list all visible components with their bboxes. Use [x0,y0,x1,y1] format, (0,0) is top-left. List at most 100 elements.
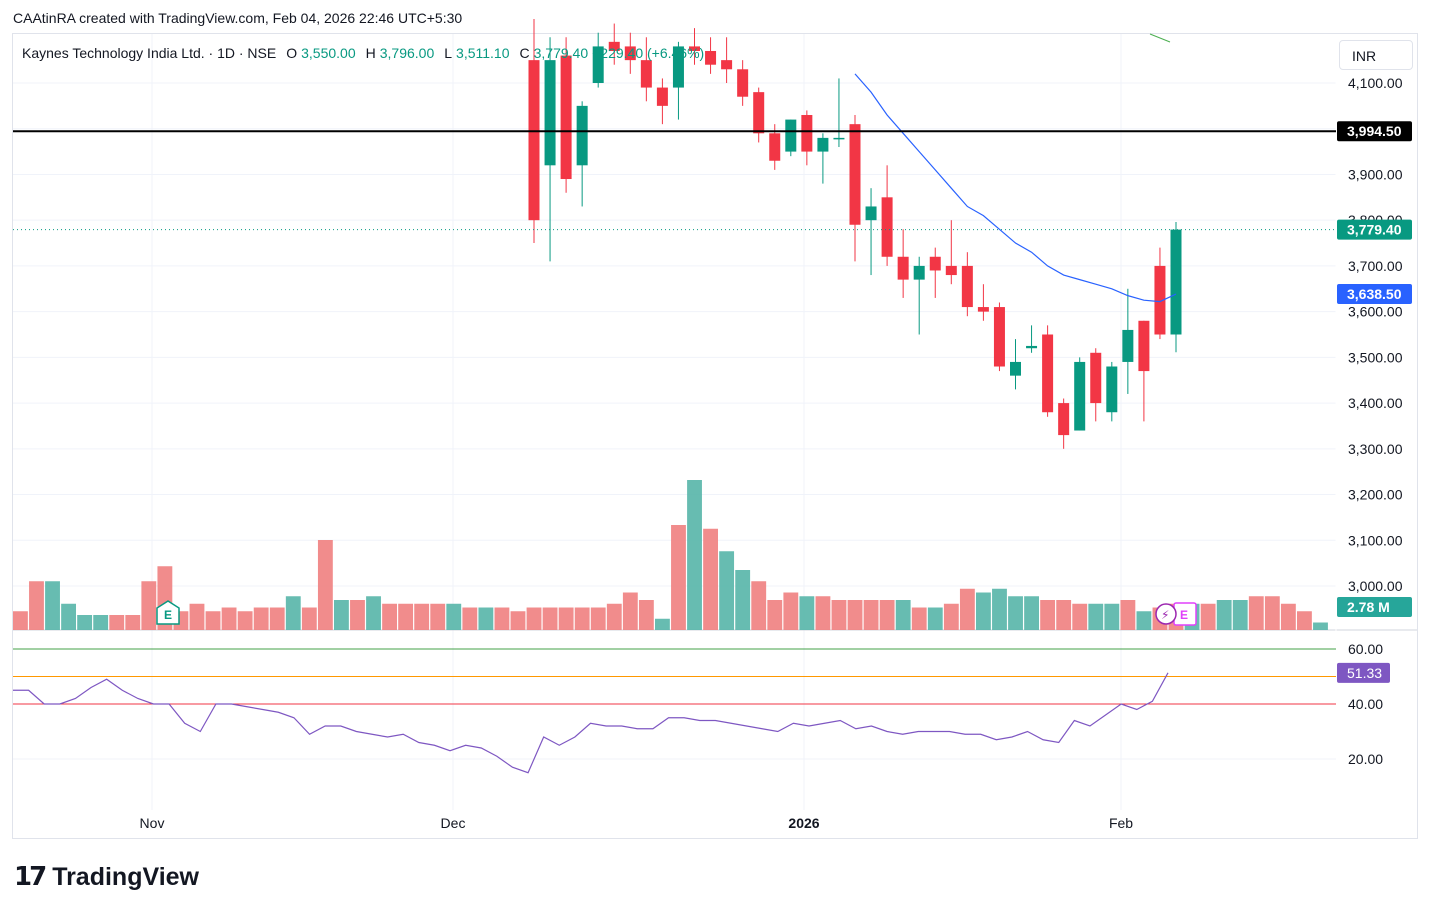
moving-average-price-label: 3,638.50 [1347,286,1402,302]
volume-bar [638,600,654,630]
volume-bar [1008,596,1023,630]
volume-bar [655,618,670,630]
candle-body[interactable] [705,50,717,65]
currency-button[interactable]: INR [1339,40,1413,70]
volume-bar [895,600,911,630]
price-axis-tick-label: 3,200.00 [1348,487,1403,503]
price-axis-tick-label: 3,600.00 [1348,304,1403,320]
candle-body[interactable] [1010,361,1021,376]
candle-body[interactable] [1090,352,1102,404]
volume-bar [959,588,975,630]
candle-body[interactable] [1122,329,1134,362]
volume-bar [1313,622,1328,630]
volume-bar [77,615,93,630]
volume-bar [1104,603,1120,630]
candle-body[interactable] [624,46,636,61]
candle-body[interactable] [737,69,749,97]
candle-body[interactable] [640,60,652,88]
volume-bar [976,592,991,630]
candle-body[interactable] [769,133,781,161]
candle-body[interactable] [881,197,893,257]
candle-body[interactable] [801,115,813,152]
candle-body[interactable] [1138,320,1150,372]
volume-bar [992,588,1007,630]
candle-body[interactable] [753,92,765,134]
volume-bar [799,596,815,630]
candle-body[interactable] [544,60,556,166]
tradingview-logo[interactable]: 17 TradingView [14,862,199,892]
volume-bar [366,596,381,630]
candle-body[interactable] [961,265,973,308]
volume-bar [542,607,558,630]
candle-body[interactable] [849,124,861,225]
volume-bar [13,611,28,630]
volume-bar [703,528,718,630]
candle-body[interactable] [865,206,877,221]
open-label: O [286,45,298,61]
volume-bar [943,603,959,630]
candle-body[interactable] [945,265,957,276]
candle-body[interactable] [656,87,668,106]
candle-body[interactable] [592,46,604,83]
volume-bar [1280,603,1296,630]
volume-bar [1088,603,1104,630]
volume-bar [1232,600,1248,630]
candle-body[interactable] [1058,403,1070,436]
price-legend: Kaynes Technology India Ltd. · 1D · NSE … [22,45,704,61]
volume-bar [1120,600,1136,630]
volume-bar [1264,596,1280,630]
volume-bar [29,581,44,630]
volume-bar [221,607,237,630]
volume-bar [1072,603,1088,630]
symbol-name[interactable]: Kaynes Technology India Ltd. · 1D · NSE [22,45,277,61]
volume-bar [574,607,590,630]
earnings-marker[interactable] [156,600,180,625]
volume-bar [237,611,253,630]
candle-body[interactable] [897,256,909,280]
volume-bar [1200,603,1216,630]
price-axis-tick-label: 3,900.00 [1348,166,1403,182]
candle-body[interactable] [672,46,684,88]
volume-bar [767,600,783,630]
volume-bar [927,607,943,630]
candle-body[interactable] [608,41,620,51]
candle-body[interactable] [1106,366,1118,413]
candle-body[interactable] [1042,334,1054,413]
rsi-axis-tick-label: 20.00 [1348,751,1383,767]
candle-body[interactable] [1026,345,1038,349]
volume-bar [61,603,76,630]
candle-body[interactable] [913,265,925,280]
candle-body[interactable] [576,105,588,166]
price-axis-tick-label: 3,300.00 [1348,441,1403,457]
candle-body[interactable] [993,307,1005,367]
candle-body[interactable] [785,119,797,152]
rsi-value-label-bg [1337,662,1390,683]
candle-body[interactable] [817,137,829,152]
candle-body[interactable] [721,60,733,70]
time-axis-tick-label: 2026 [788,815,819,831]
candle-body[interactable] [833,137,845,140]
price-axis-tick-label: 3,500.00 [1348,349,1403,365]
volume-bar [109,615,125,630]
volume-bar [317,540,333,630]
candle-body[interactable] [977,307,989,312]
chart-frame[interactable] [12,33,1418,839]
volume-bar [350,600,365,630]
volume-bar [831,600,847,630]
candle-body[interactable] [1170,229,1182,335]
volume-bar [189,603,205,630]
moving-average-line [854,73,1177,303]
candle-body[interactable] [560,55,572,180]
high-label: H [365,45,376,61]
candle-body[interactable] [528,60,540,221]
candle-body[interactable] [689,46,700,51]
change-value: +229.40 (+6.46%) [592,45,705,61]
high-value: 3,796.00 [379,45,435,61]
candle-body[interactable] [929,256,941,271]
candle-body[interactable] [1074,361,1086,431]
volume-bar [1136,611,1152,630]
dividend-marker-icon[interactable] [1155,603,1177,625]
candle-body[interactable] [1154,265,1166,335]
volume-bar [301,607,317,630]
